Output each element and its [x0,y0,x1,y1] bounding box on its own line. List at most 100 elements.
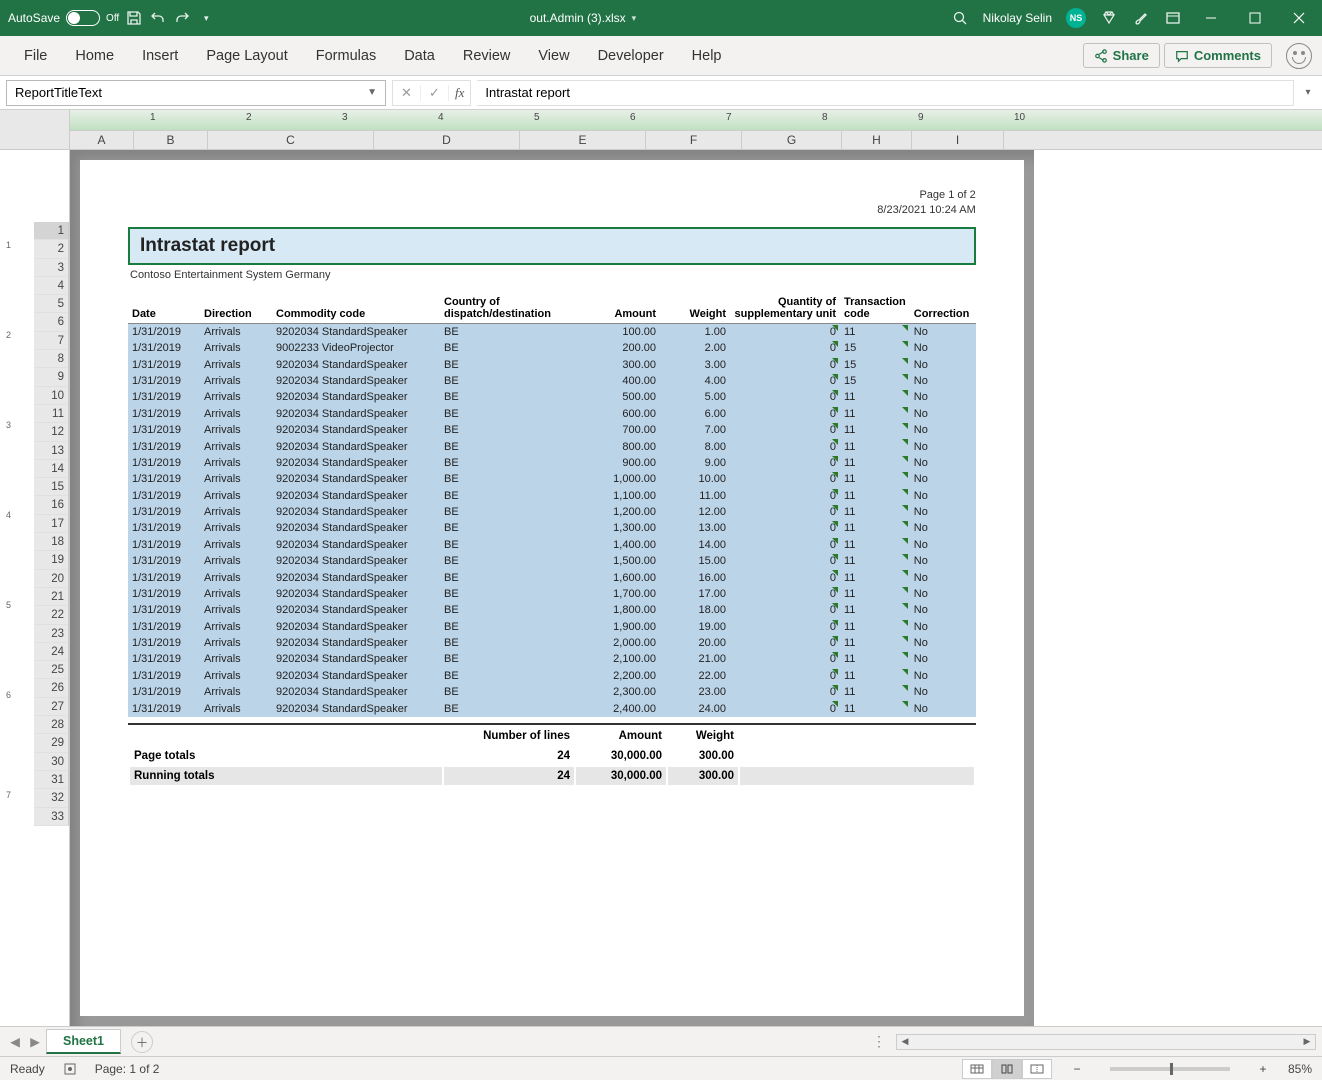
brush-icon[interactable] [1132,9,1150,27]
row-header-24[interactable]: 24 [34,643,69,661]
comments-button[interactable]: Comments [1164,43,1272,68]
tab-data[interactable]: Data [390,42,449,70]
sheet-tab-sheet1[interactable]: Sheet1 [46,1029,121,1054]
enter-formula-icon[interactable]: ✓ [421,85,449,101]
row-header-27[interactable]: 27 [34,698,69,716]
table-row[interactable]: 1/31/2019Arrivals9202034 StandardSpeaker… [128,537,976,553]
maximize-button[interactable] [1240,4,1270,32]
macro-record-icon[interactable] [63,1062,77,1076]
col-header-B[interactable]: B [134,131,208,149]
view-normal-button[interactable] [962,1059,992,1079]
row-header-18[interactable]: 18 [34,533,69,551]
col-header-H[interactable]: H [842,131,912,149]
table-row[interactable]: 1/31/2019Arrivals9202034 StandardSpeaker… [128,602,976,618]
table-row[interactable]: 1/31/2019Arrivals9202034 StandardSpeaker… [128,586,976,602]
row-header-21[interactable]: 21 [34,588,69,606]
ribbon-mode-icon[interactable] [1164,9,1182,27]
save-icon[interactable] [125,9,143,27]
row-header-6[interactable]: 6 [34,313,69,331]
zoom-slider[interactable] [1110,1067,1230,1071]
row-header-4[interactable]: 4 [34,277,69,295]
fx-icon[interactable]: fx [449,85,470,101]
table-row[interactable]: 1/31/2019Arrivals9202034 StandardSpeaker… [128,520,976,536]
table-row[interactable]: 1/31/2019Arrivals9202034 StandardSpeaker… [128,406,976,422]
table-row[interactable]: 1/31/2019Arrivals9202034 StandardSpeaker… [128,471,976,487]
row-header-11[interactable]: 11 [34,405,69,423]
row-header-8[interactable]: 8 [34,350,69,368]
formula-expand-icon[interactable]: ▾ [1300,87,1316,98]
tab-help[interactable]: Help [678,42,736,70]
diamond-icon[interactable] [1100,9,1118,27]
row-header-16[interactable]: 16 [34,496,69,514]
row-header-29[interactable]: 29 [34,734,69,752]
table-row[interactable]: 1/31/2019Arrivals9202034 StandardSpeaker… [128,323,976,340]
col-header-F[interactable]: F [646,131,742,149]
view-pagebreak-button[interactable] [1022,1059,1052,1079]
user-name[interactable]: Nikolay Selin [983,11,1052,25]
row-header-28[interactable]: 28 [34,716,69,734]
row-header-20[interactable]: 20 [34,570,69,588]
report-title-cell[interactable]: Intrastat report [128,227,976,265]
tab-home[interactable]: Home [61,42,128,70]
qat-dropdown-icon[interactable]: ▾ [197,9,215,27]
row-header-23[interactable]: 23 [34,625,69,643]
row-header-31[interactable]: 31 [34,771,69,789]
tab-nav-left-icon[interactable]: ◀ [6,1034,24,1049]
col-header-G[interactable]: G [742,131,842,149]
tab-split-handle-icon[interactable]: ⋮ [872,1033,886,1050]
zoom-in-button[interactable]: + [1256,1062,1270,1076]
feedback-icon[interactable] [1286,43,1312,69]
hscroll-right-icon[interactable]: ▶ [1299,1036,1315,1047]
tab-view[interactable]: View [524,42,583,70]
formula-input[interactable]: Intrastat report [477,80,1294,106]
table-row[interactable]: 1/31/2019Arrivals9202034 StandardSpeaker… [128,700,976,716]
row-header-2[interactable]: 2 [34,240,69,258]
autosave-toggle[interactable]: AutoSave Off [8,10,119,26]
col-header-C[interactable]: C [208,131,374,149]
row-header-25[interactable]: 25 [34,661,69,679]
row-header-13[interactable]: 13 [34,442,69,460]
table-row[interactable]: 1/31/2019Arrivals9202034 StandardSpeaker… [128,569,976,585]
minimize-button[interactable] [1196,4,1226,32]
table-row[interactable]: 1/31/2019Arrivals9202034 StandardSpeaker… [128,553,976,569]
col-header-E[interactable]: E [520,131,646,149]
add-sheet-button[interactable]: ＋ [131,1031,153,1053]
namebox-dropdown-icon[interactable]: ▼ [367,87,377,98]
table-row[interactable]: 1/31/2019Arrivals9202034 StandardSpeaker… [128,635,976,651]
zoom-out-button[interactable]: − [1070,1062,1084,1076]
horizontal-scrollbar[interactable]: ◀ ▶ [896,1034,1316,1050]
filename-dropdown-icon[interactable]: ▾ [632,13,637,24]
tab-review[interactable]: Review [449,42,525,70]
table-row[interactable]: 1/31/2019Arrivals9202034 StandardSpeaker… [128,651,976,667]
col-header-A[interactable]: A [70,131,134,149]
tab-nav-right-icon[interactable]: ▶ [26,1034,44,1049]
tab-insert[interactable]: Insert [128,42,192,70]
table-row[interactable]: 1/31/2019Arrivals9202034 StandardSpeaker… [128,504,976,520]
tab-formulas[interactable]: Formulas [302,42,390,70]
row-header-22[interactable]: 22 [34,606,69,624]
row-header-15[interactable]: 15 [34,478,69,496]
row-header-9[interactable]: 9 [34,368,69,386]
table-row[interactable]: 1/31/2019Arrivals9202034 StandardSpeaker… [128,373,976,389]
tab-developer[interactable]: Developer [584,42,678,70]
col-header-I[interactable]: I [912,131,1004,149]
row-header-7[interactable]: 7 [34,332,69,350]
tab-file[interactable]: File [10,42,61,70]
row-header-12[interactable]: 12 [34,423,69,441]
row-header-26[interactable]: 26 [34,679,69,697]
avatar[interactable]: NS [1066,8,1086,28]
cancel-formula-icon[interactable]: ✕ [393,85,421,101]
close-button[interactable] [1284,4,1314,32]
col-header-D[interactable]: D [374,131,520,149]
undo-icon[interactable] [149,9,167,27]
zoom-value[interactable]: 85% [1288,1062,1312,1076]
view-pagelayout-button[interactable] [992,1059,1022,1079]
table-row[interactable]: 1/31/2019Arrivals9202034 StandardSpeaker… [128,684,976,700]
table-row[interactable]: 1/31/2019Arrivals9202034 StandardSpeaker… [128,668,976,684]
redo-icon[interactable] [173,9,191,27]
row-header-30[interactable]: 30 [34,753,69,771]
column-headers[interactable]: ABCDEFGHI [70,130,1322,150]
name-box[interactable]: ReportTitleText ▼ [6,80,386,106]
search-icon[interactable] [951,9,969,27]
row-header-5[interactable]: 5 [34,295,69,313]
